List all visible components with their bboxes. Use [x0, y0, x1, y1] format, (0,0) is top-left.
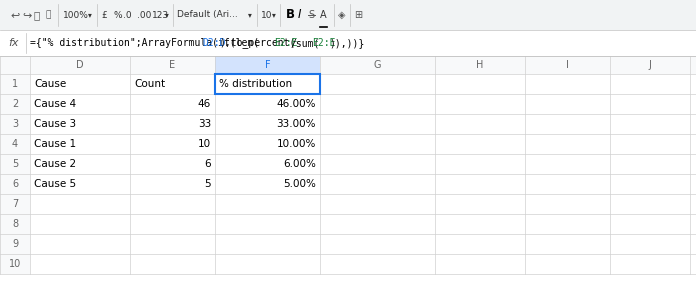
- Text: 6.00%: 6.00%: [283, 159, 316, 169]
- Text: ⛓: ⛓: [46, 11, 52, 20]
- Text: E: E: [169, 60, 175, 70]
- Text: ◈: ◈: [338, 10, 345, 20]
- Bar: [0, 0, 696, 30]
- Text: ⊞: ⊞: [354, 10, 362, 20]
- Text: 10: 10: [261, 11, 273, 20]
- Text: 33.00%: 33.00%: [276, 119, 316, 129]
- Text: 10: 10: [198, 139, 211, 149]
- Text: 4: 4: [12, 139, 18, 149]
- Text: E2:E: E2:E: [274, 38, 297, 48]
- Text: fx: fx: [8, 38, 19, 48]
- Text: D: D: [76, 60, 84, 70]
- Text: D2:D: D2:D: [202, 38, 226, 48]
- Text: G: G: [374, 60, 381, 70]
- Text: S: S: [308, 10, 314, 20]
- Text: 1: 1: [12, 79, 18, 89]
- Text: Count: Count: [134, 79, 165, 89]
- Bar: [215, 74, 320, 94]
- Text: Default (Ari...: Default (Ari...: [177, 11, 238, 20]
- Text: Cause 1: Cause 1: [34, 139, 76, 149]
- Bar: [215, 56, 320, 74]
- Text: .0: .0: [123, 11, 132, 20]
- Text: 10.00%: 10.00%: [276, 139, 316, 149]
- Text: H: H: [476, 60, 484, 70]
- Text: )),))}: )),))}: [329, 38, 364, 48]
- Text: I: I: [298, 9, 301, 22]
- Text: 33: 33: [198, 119, 211, 129]
- Text: J: J: [649, 60, 651, 70]
- Text: 7: 7: [12, 199, 18, 209]
- Text: .00: .00: [137, 11, 151, 20]
- Text: E2:E: E2:E: [312, 38, 335, 48]
- Text: 6: 6: [12, 179, 18, 189]
- Text: Cause 3: Cause 3: [34, 119, 76, 129]
- Bar: [0, 56, 30, 274]
- Text: ),to_percent(: ),to_percent(: [219, 37, 295, 49]
- Text: A: A: [320, 10, 326, 20]
- Text: 2: 2: [12, 99, 18, 109]
- Text: ⎙: ⎙: [34, 10, 40, 20]
- Bar: [0, 30, 696, 56]
- Text: 10: 10: [9, 259, 21, 269]
- Text: 123: 123: [152, 11, 169, 20]
- Text: Cause: Cause: [34, 79, 66, 89]
- Text: I: I: [566, 60, 569, 70]
- Text: % distribution: % distribution: [219, 79, 292, 89]
- Text: B: B: [286, 9, 295, 22]
- Text: 3: 3: [12, 119, 18, 129]
- Text: ▾: ▾: [88, 11, 92, 20]
- Text: /sum(: /sum(: [291, 38, 320, 48]
- Text: F: F: [264, 60, 270, 70]
- Text: ▾: ▾: [272, 11, 276, 20]
- Text: 46.00%: 46.00%: [276, 99, 316, 109]
- Text: 5: 5: [12, 159, 18, 169]
- Bar: [0, 56, 696, 74]
- Text: %: %: [113, 11, 122, 20]
- Text: £: £: [101, 11, 106, 20]
- Text: 8: 8: [12, 219, 18, 229]
- Text: 9: 9: [12, 239, 18, 249]
- Text: 100%: 100%: [63, 11, 89, 20]
- Text: Cause 4: Cause 4: [34, 99, 76, 109]
- Text: 46: 46: [198, 99, 211, 109]
- Text: ↪: ↪: [22, 10, 31, 20]
- Text: ↩: ↩: [10, 10, 19, 20]
- Text: 5.00%: 5.00%: [283, 179, 316, 189]
- Text: ▾: ▾: [248, 11, 252, 20]
- Text: ={"% distribution";ArrayFormula(if(len(: ={"% distribution";ArrayFormula(if(len(: [30, 38, 259, 48]
- Text: Cause 5: Cause 5: [34, 179, 76, 189]
- Text: Cause 2: Cause 2: [34, 159, 76, 169]
- Text: ▾: ▾: [165, 11, 169, 20]
- Text: 6: 6: [205, 159, 211, 169]
- Text: 5: 5: [205, 179, 211, 189]
